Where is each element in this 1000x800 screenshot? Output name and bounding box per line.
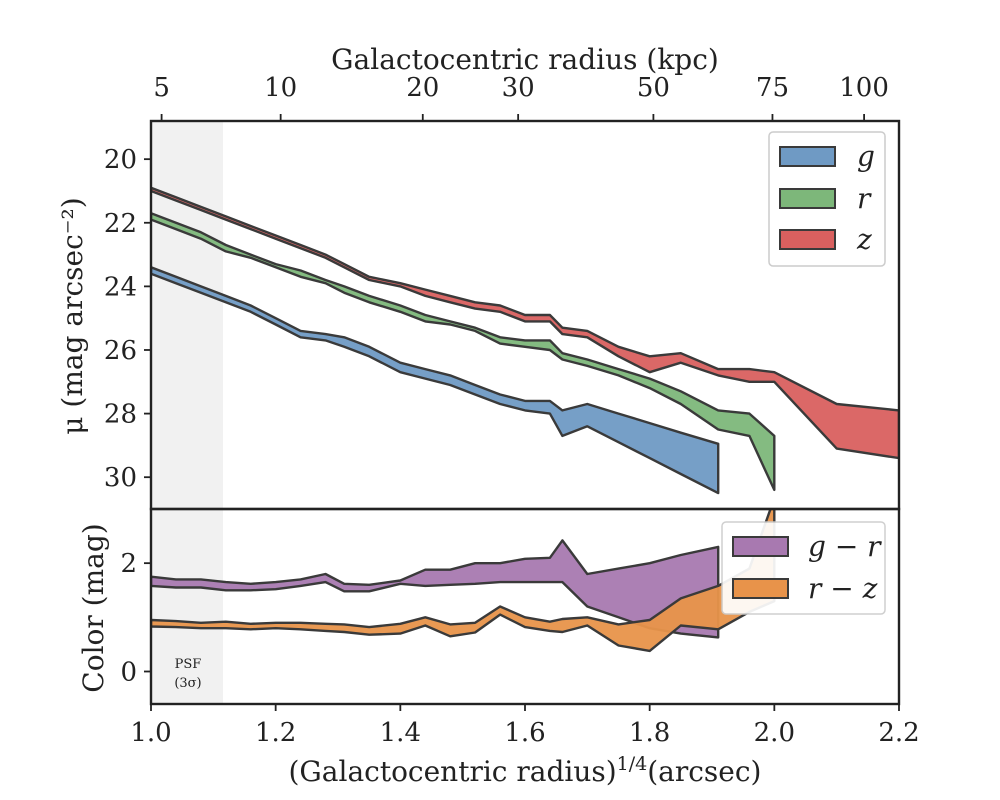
top-tick-label: 50 (637, 73, 670, 103)
legend-swatch-g (779, 146, 836, 167)
x-tick-label: 1.6 (504, 718, 545, 748)
legend-label-g: g (857, 140, 875, 173)
band-z (151, 186, 899, 460)
legend-label-r: r (857, 182, 872, 215)
top-y-axis-title: μ (mag arcsec⁻²) (56, 197, 89, 434)
top-x-axis-title: Galactocentric radius (kpc) (331, 43, 719, 76)
x-tick-label: 1.0 (130, 718, 171, 748)
bottom-legend: g − r r − z (721, 521, 886, 615)
bottom-y-axis-title: Color (mag) (77, 523, 110, 692)
bottom-panel-bands (151, 509, 776, 653)
top-tick-label: 100 (839, 73, 889, 103)
band-r (151, 211, 776, 492)
x-tick-label: 1.8 (629, 718, 670, 748)
x-tick-label: 1.2 (255, 718, 296, 748)
legend-label-g-r: g − r (808, 530, 882, 563)
x-tick-label: 2.0 (754, 718, 795, 748)
y-tick-label: 30 (104, 463, 137, 493)
top-tick-label: 20 (406, 73, 439, 103)
y-tick-label: 24 (104, 272, 137, 302)
bottom-x-axis-title: (Galactocentric radius)1/4(arcsec) (289, 753, 762, 788)
y-tick-label: 26 (104, 336, 137, 366)
legend-swatch-z (779, 229, 836, 250)
color-y-tick-label: 0 (120, 658, 137, 688)
legend-swatch-r-z (732, 578, 789, 599)
top-tick-label: 5 (153, 73, 170, 103)
top-panel-y-ticks: 20 22 24 26 28 30 (104, 145, 151, 493)
band-g (151, 266, 720, 495)
y-tick-label: 20 (104, 145, 137, 175)
x-tick-label: 2.2 (878, 718, 919, 748)
y-tick-label: 22 (104, 209, 137, 239)
x-title-exponent: 1/4 (617, 753, 648, 775)
legend-label-z: z (856, 223, 872, 256)
band-gr (151, 539, 720, 639)
top-tick-label: 75 (756, 73, 789, 103)
psf-shade-top (151, 121, 223, 509)
psf-annotation-line1: PSF (175, 657, 202, 672)
top-panel-bands (151, 186, 899, 495)
legend-swatch-r (779, 188, 836, 209)
top-legend: g r z (768, 131, 886, 267)
bottom-axis-ticks: 1.0 1.2 1.4 1.6 1.8 2.0 2.2 (130, 704, 920, 748)
top-axis-ticks: 5 10 20 30 50 75 100 (153, 73, 889, 121)
top-tick-label: 30 (502, 73, 535, 103)
psf-annotation-line2: (3σ) (174, 676, 201, 691)
color-y-tick-label: 2 (120, 549, 137, 579)
bottom-panel-frame (149, 507, 901, 706)
legend-label-r-z: r − z (808, 572, 878, 605)
psf-shade-bottom (151, 509, 223, 704)
y-tick-label: 28 (104, 400, 137, 430)
top-tick-label: 10 (264, 73, 297, 103)
x-tick-label: 1.4 (380, 718, 421, 748)
bottom-panel-y-ticks: 02 (120, 549, 151, 688)
x-title-main: (Galactocentric radius) (289, 755, 617, 788)
legend-swatch-g-r (732, 536, 789, 557)
x-title-unit: (arcsec) (647, 755, 761, 788)
